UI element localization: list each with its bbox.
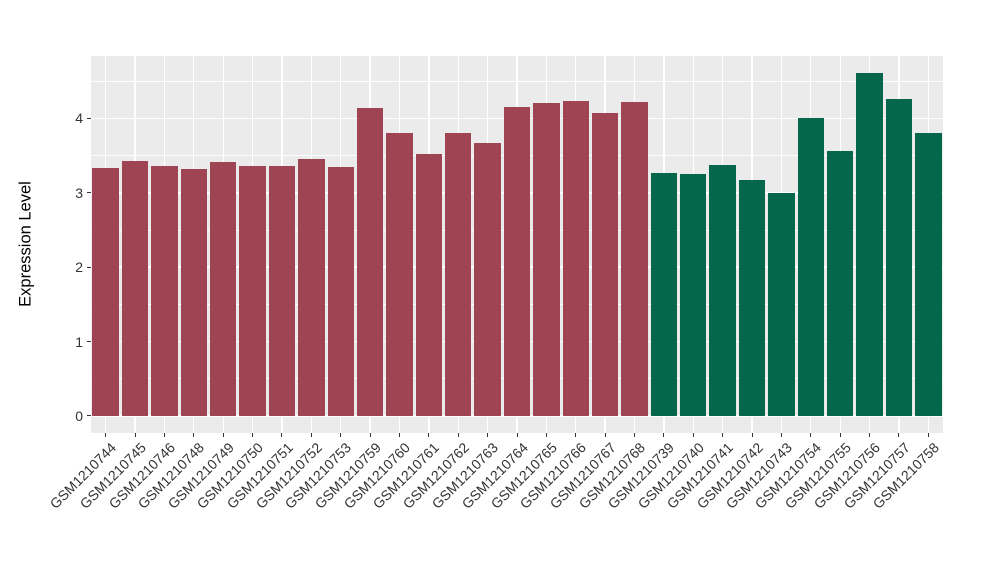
plot-panel bbox=[91, 56, 943, 433]
y-tick-label: 2 bbox=[75, 259, 83, 276]
x-tick-mark bbox=[810, 433, 812, 437]
x-tick-mark bbox=[398, 433, 400, 437]
bar bbox=[503, 107, 531, 416]
x-tick-mark bbox=[193, 433, 195, 437]
x-tick-mark bbox=[310, 433, 312, 437]
y-tick-label: 3 bbox=[75, 184, 83, 201]
x-tick-mark bbox=[516, 433, 518, 437]
x-tick-mark bbox=[839, 433, 841, 437]
x-tick-mark bbox=[751, 433, 753, 437]
bar bbox=[915, 132, 942, 416]
x-tick-mark bbox=[869, 433, 871, 437]
bar bbox=[680, 174, 707, 416]
y-tick-mark bbox=[87, 117, 91, 119]
bar bbox=[885, 99, 913, 416]
bar bbox=[709, 165, 736, 416]
bar bbox=[327, 166, 354, 416]
bar bbox=[180, 169, 208, 416]
x-tick-mark bbox=[105, 433, 107, 437]
x-tick-mark bbox=[692, 433, 694, 437]
y-tick-mark bbox=[87, 341, 91, 343]
x-tick-mark bbox=[369, 433, 371, 437]
bar bbox=[768, 192, 795, 416]
x-tick-mark bbox=[163, 433, 165, 437]
y-axis-title: Expression Level bbox=[16, 181, 35, 307]
bar bbox=[239, 166, 266, 416]
bar bbox=[298, 159, 325, 416]
x-tick-mark bbox=[780, 433, 782, 437]
x-tick-mark bbox=[634, 433, 636, 437]
bar bbox=[738, 180, 766, 416]
y-tick-mark bbox=[87, 192, 91, 194]
bar bbox=[797, 118, 824, 416]
y-tick-mark bbox=[87, 266, 91, 268]
y-tick-label: 0 bbox=[75, 407, 83, 424]
bar bbox=[650, 173, 678, 416]
bar bbox=[121, 160, 149, 416]
y-tick-label: 1 bbox=[75, 333, 83, 350]
bar bbox=[151, 166, 178, 416]
bar bbox=[445, 132, 472, 416]
x-tick-mark bbox=[927, 433, 929, 437]
x-tick-mark bbox=[487, 433, 489, 437]
x-tick-mark bbox=[222, 433, 224, 437]
bar bbox=[856, 73, 883, 416]
x-tick-mark bbox=[281, 433, 283, 437]
bar bbox=[209, 161, 237, 416]
x-tick-mark bbox=[134, 433, 136, 437]
bar bbox=[621, 102, 648, 416]
x-tick-mark bbox=[722, 433, 724, 437]
x-tick-mark bbox=[428, 433, 430, 437]
bar bbox=[474, 143, 501, 416]
x-tick-mark bbox=[457, 433, 459, 437]
x-tick-mark bbox=[340, 433, 342, 437]
bar bbox=[386, 133, 413, 416]
bar bbox=[415, 154, 443, 416]
x-tick-mark bbox=[252, 433, 254, 437]
bar bbox=[562, 101, 589, 416]
y-tick-label: 4 bbox=[75, 110, 83, 127]
bar bbox=[826, 151, 854, 416]
y-tick-mark bbox=[87, 415, 91, 417]
x-tick-mark bbox=[898, 433, 900, 437]
bar bbox=[92, 168, 119, 416]
x-tick-mark bbox=[545, 433, 547, 437]
bar bbox=[268, 166, 296, 416]
x-tick-mark bbox=[604, 433, 606, 437]
bar bbox=[591, 113, 619, 416]
x-tick-mark bbox=[663, 433, 665, 437]
bar bbox=[533, 102, 560, 416]
x-tick-mark bbox=[575, 433, 577, 437]
bar bbox=[356, 108, 384, 416]
